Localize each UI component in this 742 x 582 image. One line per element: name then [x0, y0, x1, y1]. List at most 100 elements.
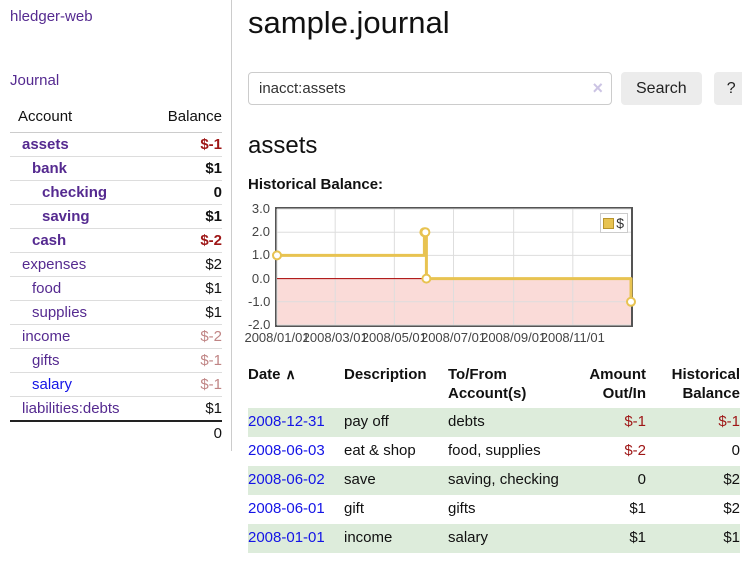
register-date-cell: 2008-06-03 [248, 437, 344, 466]
accounts-column-header: To/From Account(s) [448, 366, 527, 402]
search-input[interactable] [248, 72, 612, 105]
account-link[interactable]: assets [22, 136, 69, 153]
register-date-cell: 2008-01-01 [248, 524, 344, 553]
account-row: income $-2 [10, 324, 222, 349]
account-balance: $1 [151, 204, 222, 229]
account-link[interactable]: salary [32, 376, 73, 393]
account-link[interactable]: food [32, 280, 62, 297]
search-row: × Search ? [248, 72, 742, 105]
legend-label: $ [616, 215, 624, 231]
account-row: expenses $2 [10, 252, 222, 277]
search-button[interactable]: Search [621, 72, 702, 105]
account-link[interactable]: cash [32, 232, 67, 249]
account-link[interactable]: liabilities:debts [22, 400, 120, 417]
legend-swatch-icon [603, 217, 615, 229]
register-accounts-cell: saving, checking [448, 466, 560, 495]
account-row: bank $1 [10, 156, 222, 181]
register-date-link[interactable]: 2008-12-31 [248, 413, 325, 430]
register-accounts-cell: gifts [448, 500, 476, 517]
register-balance-cell: 0 [731, 442, 740, 459]
clear-search-icon[interactable]: × [592, 78, 603, 98]
account-link[interactable]: saving [42, 208, 90, 225]
account-cell: bank [10, 156, 152, 181]
historical-balance-label: Historical Balance: [248, 176, 384, 193]
chart-x-axis-label: 2008/07/01 [420, 330, 487, 345]
register-accounts-cell: debts [448, 408, 560, 437]
register-description-cell: gift [344, 500, 365, 517]
account-link[interactable]: bank [32, 160, 68, 177]
account-cell: assets [10, 132, 152, 157]
register-balance-cell: $2 [723, 500, 740, 517]
accounts-total-value: 0 [151, 420, 222, 445]
app-title-link[interactable]: hledger-web [10, 8, 93, 25]
register-amount-cell: $1 [560, 524, 646, 553]
chart-data-point [626, 296, 636, 307]
chart-y-axis-label: -1.0 [248, 293, 271, 309]
register-row: 2008-01-01 income salary $1 $1 [248, 524, 740, 553]
account-row: salary $-1 [10, 372, 222, 397]
account-balance: $1 [151, 300, 222, 325]
search-wrap: × [248, 72, 612, 105]
account-row: cash $-2 [10, 228, 222, 253]
chart-legend: $ [600, 213, 628, 233]
account-link[interactable]: checking [42, 184, 108, 201]
register-amount-cell: 0 [560, 466, 646, 495]
chart-y-axis-label: 3.0 [251, 201, 270, 216]
chart-plot: $ [272, 207, 636, 327]
register-row: 2008-12-31 pay off debts $-1 $-1 [248, 408, 740, 437]
account-cell: gifts [10, 348, 152, 373]
account-row: gifts $-1 [10, 348, 222, 373]
register-date-link[interactable]: 2008-06-01 [248, 500, 325, 517]
account-link[interactable]: gifts [32, 352, 60, 369]
account-cell: liabilities:debts [10, 396, 152, 421]
account-cell: saving [10, 204, 152, 229]
account-cell: food [10, 276, 152, 301]
chart-x-axis-label: 2008/01/01 [244, 330, 310, 345]
register-date-cell: 2008-06-01 [248, 495, 344, 524]
register-date-link[interactable]: 2008-06-02 [248, 471, 325, 488]
account-cell: supplies [10, 300, 152, 325]
register-amount-cell: $-2 [624, 442, 646, 459]
accounts-header-row: Account Balance [10, 106, 222, 133]
register-header-row: Date ∧ Description To/From Account(s) Amo… [248, 363, 740, 408]
sort-ascending-icon: ∧ [285, 366, 296, 382]
register-row: 2008-06-01 gift gifts $1 $2 [248, 495, 740, 524]
register-table: Date ∧ Description To/From Account(s) Amo… [248, 363, 740, 553]
chart-x-axis-label: 2008/09/01 [481, 330, 547, 345]
account-link[interactable]: supplies [32, 304, 88, 321]
account-balance: $-1 [151, 348, 222, 373]
register-accounts-cell: salary [448, 524, 560, 553]
chart-x-axis-label: 2008/11/01 [540, 330, 605, 345]
chart-y-axis-label: 2.0 [251, 224, 270, 240]
chart-y-axis-label: 1.0 [251, 247, 270, 263]
accounts-total-spacer [10, 420, 152, 445]
chart-data-point [421, 273, 432, 284]
register-description-cell: income [344, 524, 448, 553]
account-row: supplies $1 [10, 300, 222, 325]
chart-data-point [420, 227, 431, 238]
account-balance: $2 [151, 252, 222, 277]
register-row: 2008-06-02 save saving, checking 0 $2 [248, 466, 740, 495]
register-date-link[interactable]: 2008-06-03 [248, 442, 325, 459]
balance-column-header-register: Historical Balance [671, 366, 740, 402]
help-button[interactable]: ? [713, 72, 742, 105]
account-cell: income [10, 324, 152, 349]
register-balance-cell: $2 [646, 466, 740, 495]
register-date-link[interactable]: 2008-01-01 [248, 529, 325, 546]
account-balance: $1 [151, 276, 222, 301]
account-balance: $1 [151, 156, 222, 181]
account-balance: $-2 [151, 324, 222, 349]
sidebar-item-journal[interactable]: Journal [10, 72, 60, 89]
account-link[interactable]: income [22, 328, 71, 345]
accounts-table: Account Balance assets $-1 bank $1 checking 0… [10, 106, 222, 445]
account-link[interactable]: expenses [22, 256, 87, 273]
journal-row: Journal [10, 72, 222, 90]
account-row: liabilities:debts $1 [10, 396, 222, 421]
register-description-cell: eat & shop [344, 442, 416, 459]
register-balance-cell: $1 [646, 524, 740, 553]
app-title-row: hledger-web [10, 8, 222, 26]
date-column-header[interactable]: Date ∧ [248, 363, 344, 408]
register-description-cell: pay off [344, 408, 448, 437]
main-content: sample.journal × Search ? assets Histori… [244, 0, 742, 553]
account-cell: salary [10, 372, 152, 397]
